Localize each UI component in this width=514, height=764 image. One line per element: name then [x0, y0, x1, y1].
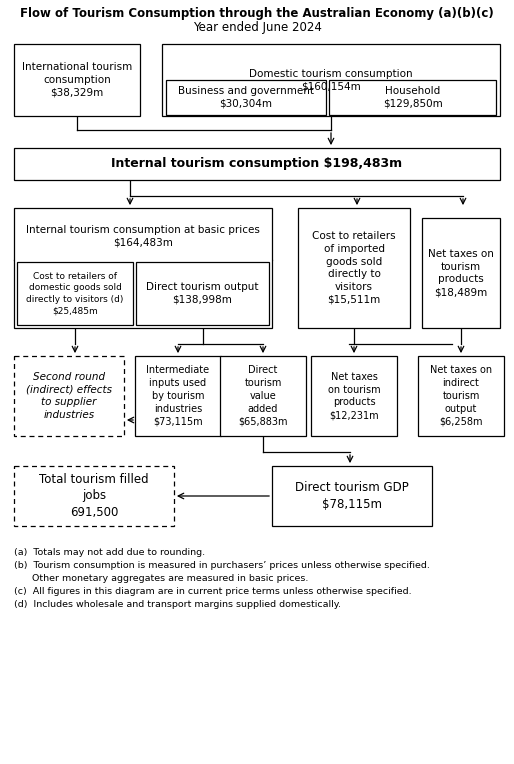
Bar — [422, 218, 500, 328]
Text: Direct tourism GDP
$78,115m: Direct tourism GDP $78,115m — [295, 481, 409, 511]
Bar — [166, 80, 326, 115]
Text: Cost to retailers
of imported
goods sold
directly to
visitors
$15,511m: Cost to retailers of imported goods sold… — [312, 231, 396, 305]
Text: Total tourism filled
jobs
691,500: Total tourism filled jobs 691,500 — [39, 473, 149, 519]
Bar — [14, 44, 140, 116]
Text: Net taxes on
tourism
products
$18,489m: Net taxes on tourism products $18,489m — [428, 249, 494, 297]
Text: (a)  Totals may not add due to rounding.: (a) Totals may not add due to rounding. — [14, 548, 205, 557]
Text: Internal tourism consumption $198,483m: Internal tourism consumption $198,483m — [112, 157, 402, 170]
Bar — [14, 466, 174, 526]
Bar — [17, 262, 133, 325]
Text: (d)  Includes wholesale and transport margins supplied domestically.: (d) Includes wholesale and transport mar… — [14, 600, 341, 609]
Bar — [298, 208, 410, 328]
Text: Direct tourism output
$138,998m: Direct tourism output $138,998m — [146, 282, 259, 305]
Text: Household
$129,850m: Household $129,850m — [382, 86, 443, 109]
Text: Direct
tourism
value
added
$65,883m: Direct tourism value added $65,883m — [238, 365, 288, 426]
Bar — [14, 356, 124, 436]
Bar — [135, 356, 221, 436]
Bar — [14, 148, 500, 180]
Text: Intermediate
inputs used
by tourism
industries
$73,115m: Intermediate inputs used by tourism indu… — [146, 365, 210, 426]
Bar — [418, 356, 504, 436]
Bar — [311, 356, 397, 436]
Text: Other monetary aggregates are measured in basic prices.: Other monetary aggregates are measured i… — [14, 574, 308, 583]
Text: (c)  All figures in this diagram are in current price terms unless otherwise spe: (c) All figures in this diagram are in c… — [14, 587, 412, 596]
Text: Domestic tourism consumption
$160,154m: Domestic tourism consumption $160,154m — [249, 69, 413, 92]
Bar — [136, 262, 269, 325]
Text: Year ended June 2024: Year ended June 2024 — [193, 21, 321, 34]
Text: Net taxes
on tourism
products
$12,231m: Net taxes on tourism products $12,231m — [328, 372, 380, 420]
Text: (b)  Tourism consumption is measured in purchasers’ prices unless otherwise spec: (b) Tourism consumption is measured in p… — [14, 561, 430, 570]
Bar — [220, 356, 306, 436]
Bar — [272, 466, 432, 526]
Bar — [162, 44, 500, 116]
Text: International tourism
consumption
$38,329m: International tourism consumption $38,32… — [22, 62, 132, 98]
Text: Net taxes on
indirect
tourism
output
$6,258m: Net taxes on indirect tourism output $6,… — [430, 365, 492, 426]
Text: Second round
(indirect) effects
to supplier
industries: Second round (indirect) effects to suppl… — [26, 372, 112, 420]
Bar — [14, 208, 272, 328]
Bar — [329, 80, 496, 115]
Text: Internal tourism consumption at basic prices
$164,483m: Internal tourism consumption at basic pr… — [26, 225, 260, 248]
Text: Cost to retailers of
domestic goods sold
directly to visitors (d)
$25,485m: Cost to retailers of domestic goods sold… — [26, 272, 124, 316]
Text: Flow of Tourism Consumption through the Australian Economy (a)(b)(c): Flow of Tourism Consumption through the … — [20, 8, 494, 21]
Text: Business and government
$30,304m: Business and government $30,304m — [178, 86, 314, 109]
